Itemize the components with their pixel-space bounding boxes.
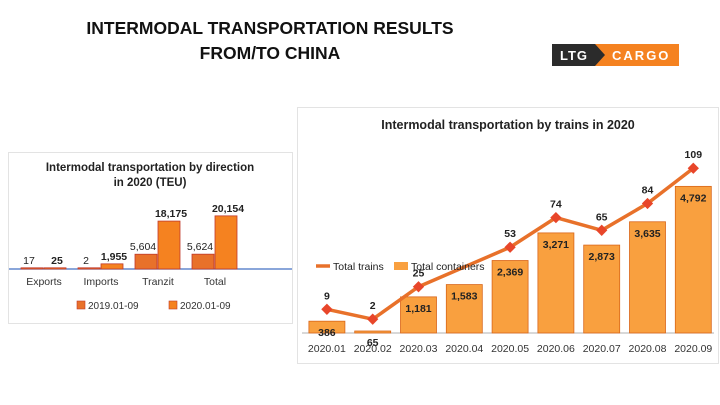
trains-marker	[504, 241, 516, 253]
container-data-label: 65	[367, 337, 379, 349]
trains-chart: Intermodal transportation by trains in 2…	[302, 118, 714, 355]
x-tick-label: 2020.03	[400, 343, 438, 355]
legend-swatch	[168, 300, 178, 310]
bar	[43, 267, 67, 270]
container-data-label: 1,583	[451, 291, 477, 303]
trains-data-label: 84	[642, 185, 654, 197]
container-data-label: 2,369	[497, 267, 523, 279]
x-tick-label: Total	[204, 276, 226, 288]
data-label: 17	[23, 255, 35, 267]
x-tick-label: 2020.08	[629, 343, 667, 355]
trains-data-label: 109	[685, 149, 703, 161]
container-data-label: 4,792	[680, 192, 706, 204]
x-tick-label: 2020.06	[537, 343, 575, 355]
x-tick-label: 2020.05	[491, 343, 529, 355]
bar	[191, 253, 215, 270]
logo-arrow-icon	[595, 44, 606, 66]
page-title: INTERMODAL TRANSPORTATION RESULTS FROM/T…	[60, 16, 480, 66]
trains-marker	[367, 313, 379, 325]
bar	[134, 253, 158, 270]
container-data-label: 2,873	[589, 251, 615, 263]
trains-marker	[321, 303, 333, 315]
bar	[157, 220, 181, 270]
trains-data-label: 2	[370, 300, 376, 312]
trains-data-label: 65	[596, 211, 608, 223]
legend-label: 2019.01-09	[88, 301, 139, 312]
data-label: 25	[51, 255, 63, 267]
container-bar	[491, 260, 529, 334]
trains-data-label: 9	[324, 290, 330, 302]
page-title-line-2: FROM/TO CHINA	[199, 43, 341, 63]
x-tick-label: 2020.07	[583, 343, 621, 355]
container-data-label: 386	[318, 327, 336, 339]
data-label: 5,604	[130, 241, 156, 253]
x-tick-label: Tranzit	[142, 276, 174, 288]
container-data-label: 3,271	[543, 239, 569, 251]
container-bar	[400, 296, 437, 334]
data-label: 5,624	[187, 241, 213, 253]
data-label: 20,154	[212, 203, 244, 215]
legend-swatch	[76, 300, 86, 310]
ltg-cargo-logo: LTG CARGO	[552, 44, 680, 66]
container-bar	[537, 232, 575, 334]
trains-chart-panel: Intermodal transportation by trains in 2…	[297, 107, 719, 364]
container-bar	[629, 221, 666, 334]
legend-label: 2020.01-09	[180, 301, 231, 312]
trains-data-label: 74	[550, 199, 562, 211]
bar	[100, 263, 124, 270]
data-label: 1,955	[101, 251, 127, 263]
bar	[20, 267, 44, 270]
x-tick-label: Exports	[26, 276, 62, 288]
chart-title: Intermodal transportation by trains in 2…	[381, 118, 635, 132]
direction-chart: Intermodal transportation by direction in…	[9, 162, 292, 312]
data-label: 18,175	[155, 208, 187, 220]
trains-line	[326, 166, 695, 321]
container-data-label: 3,635	[634, 228, 660, 240]
page-title-line-1: INTERMODAL TRANSPORTATION RESULTS	[86, 18, 454, 38]
logo-cargo-text: CARGO	[605, 44, 680, 66]
direction-chart-panel: Intermodal transportation by direction in…	[8, 152, 293, 324]
container-data-label: 1,181	[405, 303, 431, 315]
bar	[214, 215, 238, 270]
trains-marker	[687, 162, 699, 174]
container-bar	[354, 330, 392, 334]
container-bar	[445, 284, 483, 334]
bar	[77, 267, 101, 270]
chart-title: in 2020 (TEU)	[114, 177, 187, 189]
container-bar	[308, 320, 346, 334]
chart-title: Intermodal transportation by direction	[46, 162, 254, 174]
logo-ltg-text: LTG	[552, 44, 596, 66]
data-label: 2	[83, 255, 89, 267]
x-tick-label: 2020.01	[308, 343, 346, 355]
x-tick-label: 2020.09	[674, 343, 712, 355]
trains-data-label: 25	[413, 268, 425, 280]
legend-label: Total trains	[333, 261, 384, 273]
container-bar	[583, 244, 621, 334]
legend-label: Total containers	[411, 261, 485, 273]
x-tick-label: 2020.04	[445, 343, 483, 355]
legend-bar-swatch	[394, 262, 408, 270]
x-tick-label: Imports	[83, 276, 118, 288]
trains-marker	[550, 211, 562, 224]
x-tick-label: 2020.02	[354, 343, 392, 355]
container-bar	[674, 185, 712, 334]
trains-data-label: 53	[504, 228, 516, 240]
